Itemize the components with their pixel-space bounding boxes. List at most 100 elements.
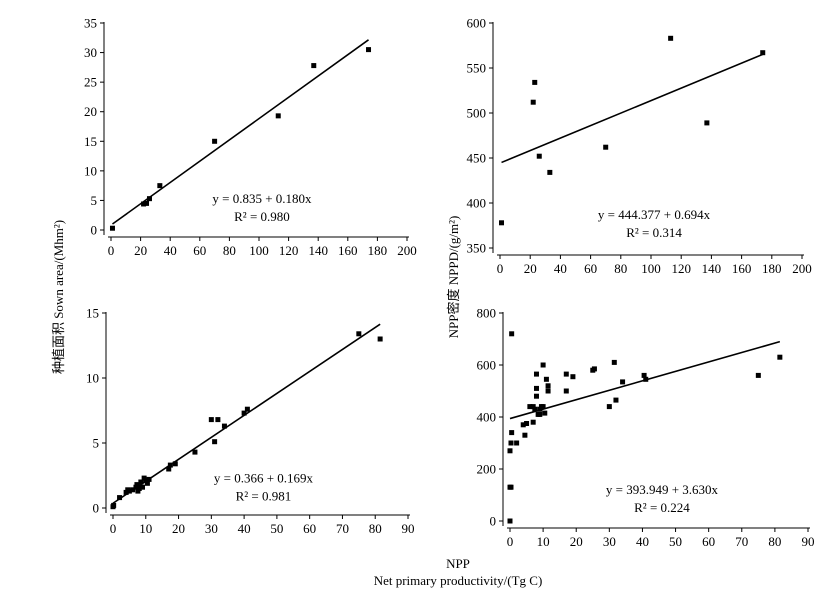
y-tick-label: 550 [467, 61, 487, 76]
data-point [215, 417, 221, 423]
x-tick-label: 50 [669, 534, 682, 549]
x-tick-label: 80 [223, 243, 236, 258]
x-tick-label: 0 [108, 243, 115, 258]
data-point [212, 138, 218, 144]
data-point [563, 371, 569, 377]
fit-equation: y = 393.949 + 3.630x [606, 482, 719, 497]
data-point [508, 484, 514, 490]
panel-bottom-right: 0 10 20 30 40 50 60 70 80 90 0 200 400 600 800 y = 393.… [477, 306, 815, 550]
data-point [144, 480, 150, 486]
data-point [522, 432, 528, 438]
x-tick-label: 40 [164, 243, 177, 258]
x-tick-label: 40 [636, 534, 649, 549]
data-point [311, 63, 317, 69]
x-tick-label: 100 [641, 261, 661, 276]
data-point [533, 371, 539, 377]
data-point [136, 486, 142, 491]
x-tick-label: 70 [735, 534, 748, 549]
data-point [532, 406, 538, 412]
data-point [117, 495, 123, 501]
panel-top-left: 0 20 40 60 80 100 120 140 160 180 200 0 5 10 15 20 25 30 3… [84, 16, 417, 259]
y-tick-label: 5 [93, 436, 100, 451]
data-point [135, 488, 141, 494]
data-point [244, 406, 250, 412]
data-point [146, 196, 152, 202]
y-tick-label: 400 [477, 410, 497, 425]
data-point [366, 47, 372, 53]
data-point [157, 183, 163, 189]
x-tick-label: 30 [205, 521, 218, 536]
data-point [146, 476, 152, 482]
y-tick-label: 25 [84, 75, 97, 90]
x-tick-label: 120 [671, 261, 691, 276]
panel-bottom-left: 0 10 20 30 40 50 60 70 80 90 0 5 10 15 y = 0.366 + 0.1… [86, 306, 415, 537]
x-tick-label: 120 [279, 243, 299, 258]
data-point [542, 410, 548, 416]
data-point [509, 331, 515, 337]
data-point [537, 411, 543, 417]
data-point [138, 479, 144, 485]
data-point [212, 439, 218, 445]
data-point [570, 374, 576, 380]
data-point [547, 169, 553, 175]
x-tick-label: 90 [402, 521, 415, 536]
data-point [520, 422, 526, 428]
data-point [620, 379, 626, 385]
data-point [530, 404, 536, 410]
x-tick-label: 60 [584, 261, 597, 276]
data-point [641, 372, 647, 378]
x-tick-label: 70 [336, 521, 349, 536]
x-tick-label: 80 [768, 534, 781, 549]
data-point [143, 478, 149, 484]
data-point [603, 144, 609, 150]
data-point [377, 336, 383, 342]
y-tick-label: 10 [86, 371, 99, 386]
data-point [537, 406, 543, 412]
data-point [533, 385, 539, 391]
data-point [611, 359, 617, 365]
data-point [704, 120, 710, 126]
data-point [545, 383, 551, 389]
y-tick-label: 10 [84, 163, 97, 178]
x-tick-label: 100 [249, 243, 269, 258]
data-point [166, 466, 172, 472]
x-axis-label-line2: Net primary productivity/(Tg C) [374, 573, 543, 588]
x-tick-label: 20 [524, 261, 537, 276]
x-tick-label: 160 [338, 243, 358, 258]
data-point [192, 449, 198, 455]
x-tick-label: 20 [134, 243, 147, 258]
x-tick-label: 140 [702, 261, 722, 276]
data-point [144, 200, 150, 206]
data-point [126, 488, 132, 494]
y-tick-label: 500 [467, 106, 487, 121]
y-tick-label: 0 [490, 514, 497, 529]
y-tick-label: 15 [84, 134, 97, 149]
x-tick-label: 180 [368, 243, 388, 258]
data-point [591, 366, 597, 372]
x-tick-label: 40 [554, 261, 567, 276]
r-squared: R² = 0.981 [236, 489, 292, 504]
data-point [508, 440, 514, 446]
y-tick-label: 400 [467, 196, 487, 211]
data-point [275, 113, 281, 119]
y-tick-label: 5 [91, 193, 98, 208]
data-point [755, 372, 761, 378]
x-tick-label: 200 [792, 261, 812, 276]
y-tick-label: 350 [467, 241, 487, 256]
x-tick-label: 90 [802, 534, 815, 549]
data-point [527, 404, 533, 410]
x-tick-label: 30 [603, 534, 616, 549]
y-tick-label: 15 [86, 306, 99, 321]
y-tick-label: 600 [467, 16, 487, 31]
data-point [134, 482, 140, 488]
data-point [540, 404, 546, 410]
data-point [208, 417, 214, 423]
y-tick-label: 800 [477, 306, 497, 321]
x-axis-label-line1: NPP [446, 556, 470, 571]
fit-equation: y = 444.377 + 0.694x [598, 207, 711, 222]
x-tick-label: 20 [172, 521, 185, 536]
data-point [536, 153, 542, 159]
y-tick-label: 0 [93, 501, 100, 516]
data-point [141, 201, 147, 207]
